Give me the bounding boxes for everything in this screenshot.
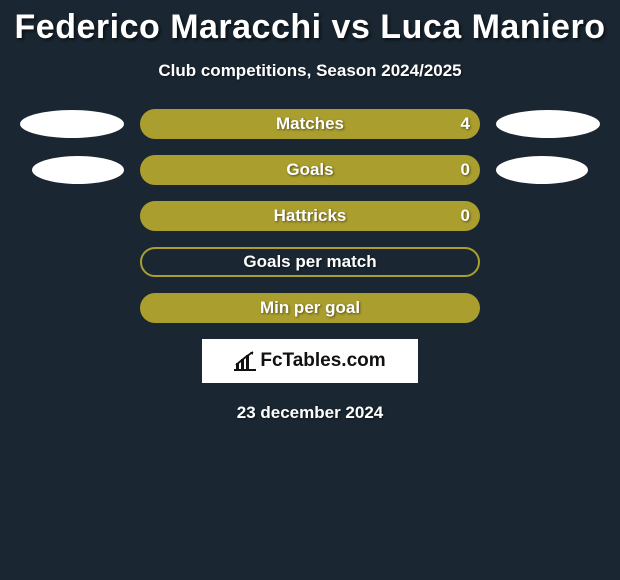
- stat-label: Hattricks: [274, 206, 347, 226]
- stat-value: 0: [461, 160, 470, 180]
- page-title: Federico Maracchi vs Luca Maniero: [0, 0, 620, 47]
- stat-label: Min per goal: [260, 298, 360, 318]
- stat-row-goals-per-match: Goals per match: [0, 247, 620, 277]
- date-text: 23 december 2024: [0, 403, 620, 423]
- player2-marker: [496, 156, 588, 184]
- stat-label: Goals per match: [243, 252, 376, 272]
- stat-row-hattricks: Hattricks 0: [0, 201, 620, 231]
- stat-bar: Hattricks 0: [140, 201, 480, 231]
- chart-icon: [234, 351, 256, 371]
- logo: FcTables.com: [234, 350, 385, 372]
- stats-container: Matches 4 Goals 0 Hattricks 0 Goals per …: [0, 109, 620, 323]
- player2-marker: [496, 110, 600, 138]
- logo-text: FcTables.com: [260, 350, 385, 372]
- logo-box: FcTables.com: [202, 339, 418, 383]
- stat-label: Matches: [276, 114, 344, 134]
- player1-marker: [32, 156, 124, 184]
- stat-value: 4: [461, 114, 470, 134]
- stat-bar: Min per goal: [140, 293, 480, 323]
- stat-value: 0: [461, 206, 470, 226]
- player1-marker: [20, 110, 124, 138]
- stat-bar: Goals 0: [140, 155, 480, 185]
- stat-bar: Matches 4: [140, 109, 480, 139]
- subtitle: Club competitions, Season 2024/2025: [0, 61, 620, 81]
- stat-row-min-per-goal: Min per goal: [0, 293, 620, 323]
- stat-bar: Goals per match: [140, 247, 480, 277]
- stat-label: Goals: [286, 160, 333, 180]
- stat-row-matches: Matches 4: [0, 109, 620, 139]
- stat-row-goals: Goals 0: [0, 155, 620, 185]
